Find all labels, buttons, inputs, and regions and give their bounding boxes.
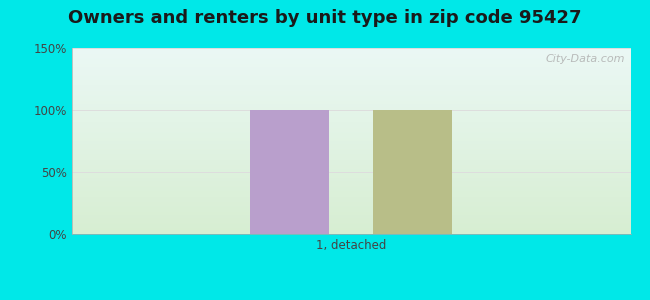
Bar (373, 110, 452, 234)
Text: Owners and renters by unit type in zip code 95427: Owners and renters by unit type in zip c… (68, 9, 582, 27)
Text: City-Data.com: City-Data.com (545, 54, 625, 64)
Bar (250, 110, 329, 234)
